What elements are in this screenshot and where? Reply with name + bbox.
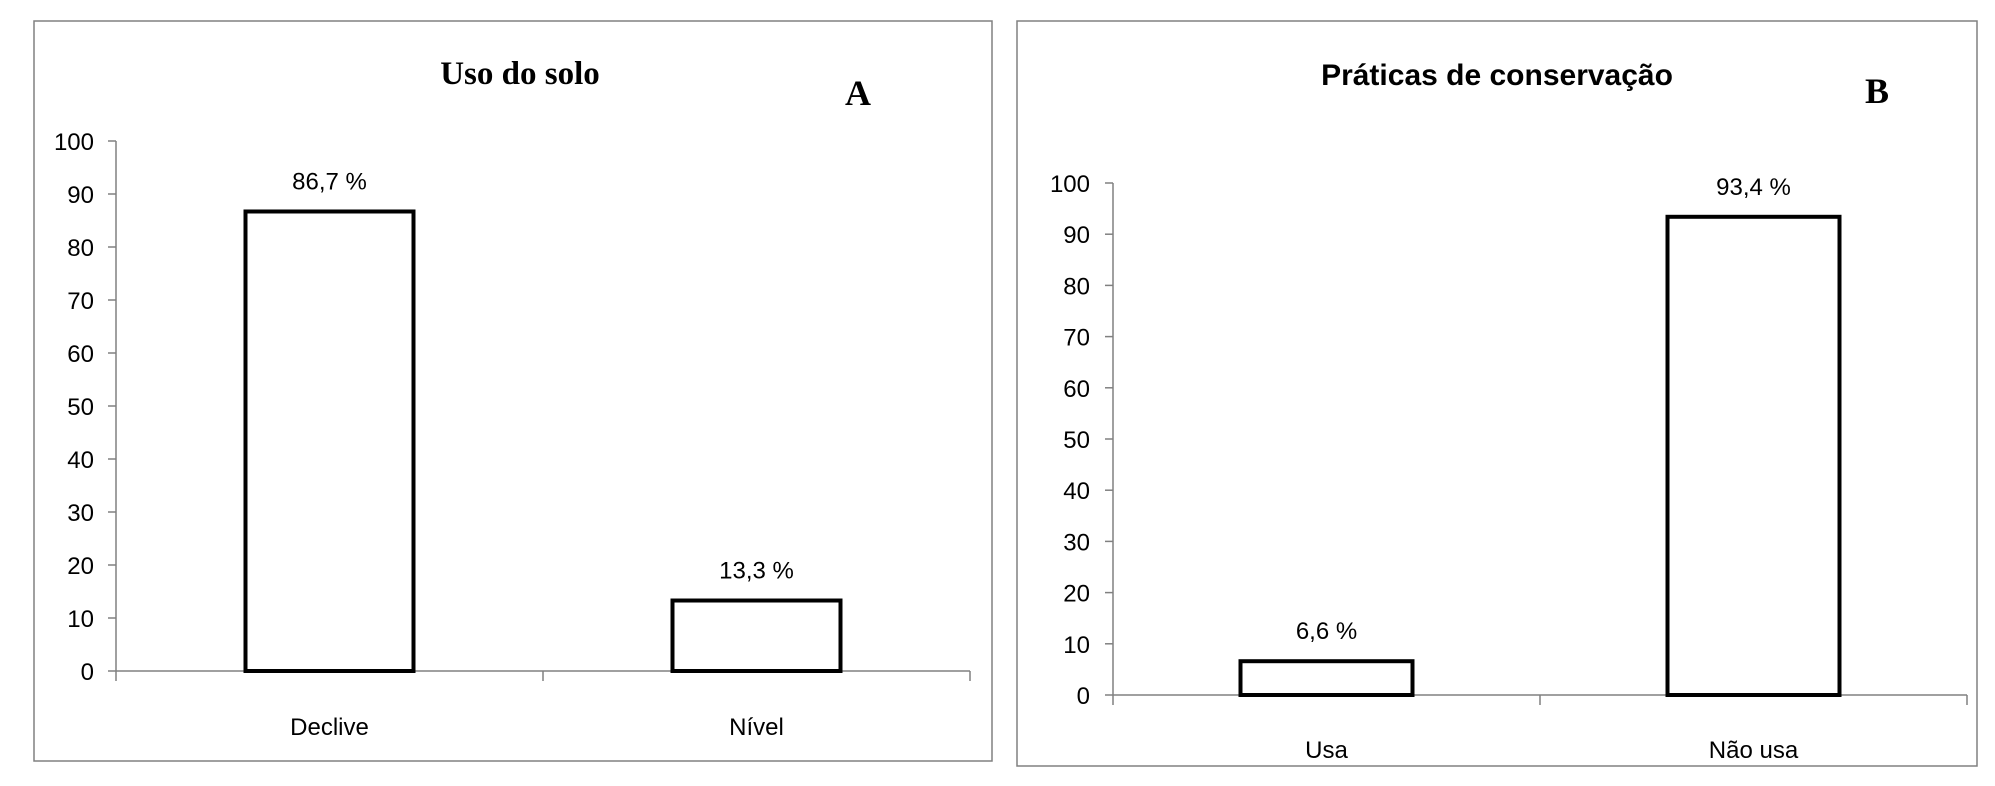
panel-a-category-label: Declive <box>290 714 369 741</box>
panel-b-y-tick-label: 50 <box>1063 427 1090 454</box>
panel-a-category-label: Nível <box>729 714 784 741</box>
panel-b-data-label: 6,6 % <box>1296 618 1357 645</box>
panel-a-y-tick-label: 10 <box>67 606 94 633</box>
panel-b-y-tick-label: 30 <box>1063 529 1090 556</box>
panel-a-y-tick-label: 60 <box>67 341 94 368</box>
panel-b-letter: B <box>1865 71 1889 111</box>
panel-b-y-tick-label: 90 <box>1063 222 1090 249</box>
panel-a-letter: A <box>845 73 871 113</box>
panel-b-y-tick-label: 70 <box>1063 325 1090 352</box>
panel-b-plot: 0 10 20 30 40 50 60 70 80 90 100 6,6 % Usa 93,4 % Não … <box>1050 171 1968 764</box>
panel-a-y-tick-label: 30 <box>67 500 94 527</box>
panel-a-y-tick-label: 20 <box>67 553 94 580</box>
panel-b-y-tick-label: 20 <box>1063 581 1090 608</box>
panel-a-frame <box>33 20 993 762</box>
panel-b-data-label: 93,4 % <box>1716 174 1791 201</box>
panel-a-data-label: 86,7 % <box>292 168 367 195</box>
panel-a-bar <box>243 209 416 674</box>
panel-b-title: Práticas de conservação <box>1321 59 1673 92</box>
panel-b: Práticas de conservação B 0 10 20 30 40 50 60 7… <box>1016 20 1978 767</box>
panel-a-bar <box>670 598 843 674</box>
panel-b-category-label: Não usa <box>1709 737 1799 764</box>
panel-a-data-label: 13,3 % <box>719 558 794 585</box>
panel-b-y-tick-label: 40 <box>1063 478 1090 505</box>
panel-a-y-tick-label: 50 <box>67 394 94 421</box>
panel-a-y-tick-label: 70 <box>67 288 94 315</box>
panel-a-plot: 0 10 20 30 40 50 60 70 80 90 100 86,7 % Declive 13,3 … <box>54 129 971 741</box>
panel-a-title: Uso do solo <box>440 56 600 92</box>
panel-a-y-tick-label: 90 <box>67 182 94 209</box>
panel-b-y-tick-label: 100 <box>1050 171 1090 198</box>
panel-a-y-tick-label: 80 <box>67 235 94 262</box>
panel-b-y-tick-label: 60 <box>1063 376 1090 403</box>
panel-a: Uso do solo A 0 10 20 30 40 50 60 70 80 90 100 86,7… <box>33 20 993 762</box>
panel-b-category-label: Usa <box>1305 737 1348 764</box>
panel-b-y-tick-label: 0 <box>1077 683 1090 710</box>
panel-b-bar <box>1665 214 1842 698</box>
panel-b-bar <box>1238 659 1415 698</box>
panel-a-y-tick-label: 0 <box>81 659 94 686</box>
panel-b-y-tick-label: 80 <box>1063 273 1090 300</box>
panel-a-y-tick-label: 40 <box>67 447 94 474</box>
panel-b-y-tick-label: 10 <box>1063 632 1090 659</box>
panel-a-y-tick-label: 100 <box>54 129 94 156</box>
